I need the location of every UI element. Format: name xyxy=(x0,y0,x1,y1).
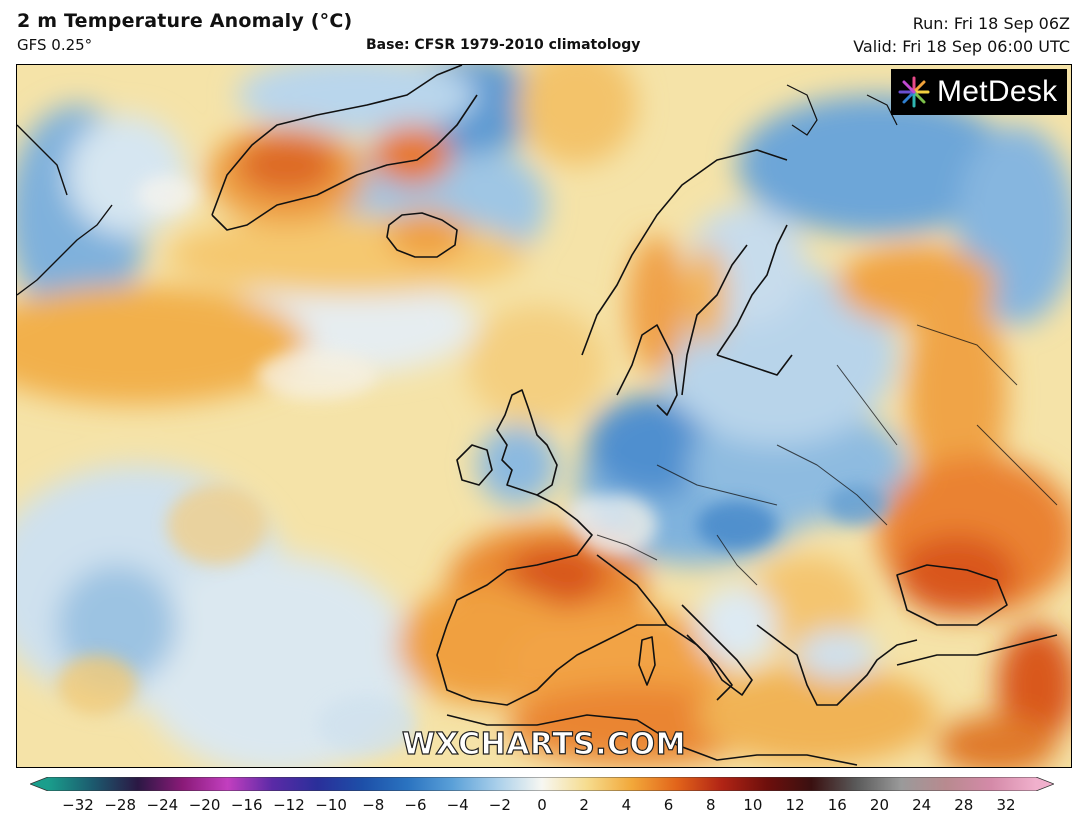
colorbar-tick-label: 4 xyxy=(621,796,632,814)
colorbar-tick-label: 2 xyxy=(579,796,589,814)
colorbar-tick-label: −2 xyxy=(488,796,511,814)
colorbar-tick-label: −6 xyxy=(404,796,427,814)
colorbar-tick-label: 8 xyxy=(705,796,716,814)
colorbar-tick-label: 0 xyxy=(537,796,547,814)
colorbar xyxy=(28,776,1056,792)
colorbar-tick-label: −24 xyxy=(146,796,179,814)
colorbar-tick-labels: −32 −28 −24 −20 −16 −12 −10 −8 −6 −4 −2 0 2 4 6 8 10 12 16… xyxy=(0,796,1082,818)
colorbar-tick-label: 10 xyxy=(743,796,763,814)
run-time-label: Run: Fri 18 Sep 06Z xyxy=(912,14,1070,33)
colorbar-tick-label: 32 xyxy=(996,796,1016,814)
chart-title: 2 m Temperature Anomaly (°C) xyxy=(17,10,353,32)
climatology-base-label: Base: CFSR 1979-2010 climatology xyxy=(366,37,641,53)
metdesk-logo: MetDesk xyxy=(891,69,1067,115)
colorbar-tick-label: 16 xyxy=(827,796,847,814)
coastlines xyxy=(17,65,1058,766)
watermark-label: WXCHARTS.COM xyxy=(401,726,687,762)
valid-time-label: Valid: Fri 18 Sep 06:00 UTC xyxy=(853,37,1070,56)
anomaly-map: MetDesk WXCHARTS.COM xyxy=(16,64,1072,768)
anomaly-field xyxy=(17,65,1071,767)
colorbar-tick-label: −10 xyxy=(315,796,347,814)
model-label: GFS 0.25° xyxy=(17,36,93,54)
colorbar-tick-label: 20 xyxy=(869,796,889,814)
colorbar-tick-label: −16 xyxy=(230,796,263,814)
metdesk-logo-text: MetDesk xyxy=(937,75,1058,108)
colorbar-tick-label: −28 xyxy=(104,796,136,814)
colorbar-tick-label: −32 xyxy=(62,796,94,814)
colorbar-gradient xyxy=(28,776,1056,792)
colorbar-tick-label: 12 xyxy=(785,796,805,814)
colorbar-tick-label: −12 xyxy=(273,796,305,814)
metdesk-starburst-icon xyxy=(898,76,930,108)
colorbar-tick-label: 24 xyxy=(912,796,932,814)
colorbar-tick-label: −4 xyxy=(446,796,469,814)
colorbar-tick-label: 28 xyxy=(954,796,974,814)
colorbar-tick-label: 6 xyxy=(663,796,674,814)
colorbar-tick-label: −8 xyxy=(362,796,385,814)
colorbar-tick-label: −20 xyxy=(188,796,221,814)
